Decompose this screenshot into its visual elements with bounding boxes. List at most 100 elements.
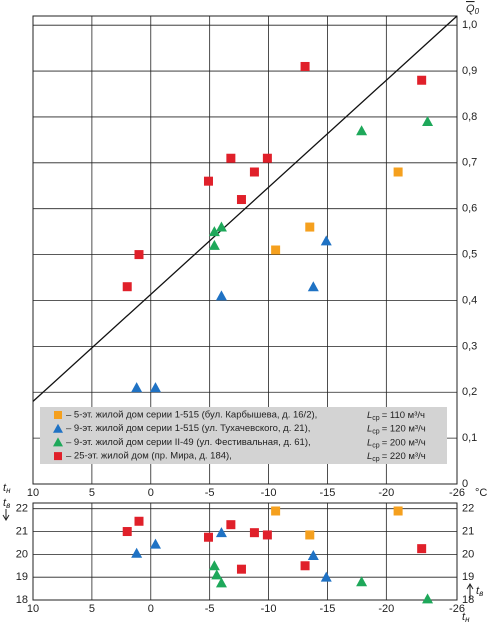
airflow-value: = 120 м³/ч [382,423,426,434]
y-tick-label: 20 [462,548,474,560]
legend-airflow: Lср = 120 м³/ч [367,423,426,435]
marker [215,290,227,301]
y-label-main: Q [466,3,475,15]
marker [134,250,144,260]
legend-label: – 9-эт. жилой дом серии II-49 (ул. Фести… [66,437,311,448]
legend-entry: – 5-эт. жилой дом серии 1-515 (бул. Карб… [54,410,425,422]
marker [249,528,259,538]
airflow-value: = 200 м³/ч [382,437,426,448]
marker [300,61,310,71]
y-axis-label: tв [476,585,483,598]
marker [122,527,132,537]
marker [236,564,246,574]
marker [393,167,403,177]
plot-frame [32,502,458,601]
x-axis-label: tн [462,611,470,624]
y-axis-label-sub: в [6,501,10,510]
legend-marker [53,437,63,447]
marker [149,382,161,393]
marker [320,235,332,246]
marker [422,116,434,127]
airflow-sub: ср [372,415,380,422]
airflow-symbol: L [367,451,372,462]
marker [271,245,281,255]
marker [208,226,220,237]
marker [203,176,213,186]
marker [203,532,213,542]
airflow-sub: ср [372,456,380,463]
marker [271,506,281,516]
legend-airflow: Lср = 200 м³/ч [367,437,426,449]
x-tick-label: 10 [27,487,39,499]
airflow-symbol: L [367,437,372,448]
y-tick-label: 0,8 [462,111,477,123]
x-tick-label: -15 [319,603,335,615]
legend-marker [54,411,62,419]
marker [215,527,227,538]
legend-entry: – 9-эт. жилой дом серии 1-515 (ул. Тухач… [53,423,426,436]
y-tick-label: 0,3 [462,340,477,352]
marker [249,167,259,177]
y-tick-label: 22 [462,503,474,515]
marker [393,506,403,516]
marker [122,282,132,292]
airflow-sub: ср [372,442,380,449]
marker [300,561,310,571]
marker [211,569,223,580]
airflow-symbol: L [367,410,372,421]
legend-box [40,407,447,464]
marker [320,571,332,582]
x-tick-label: -26 [449,603,465,615]
marker [422,593,434,604]
marker [131,547,143,558]
y-tick-label: 0,7 [462,157,477,169]
y-axis-label: Q0 [466,3,480,16]
legend-label: – 5-эт. жилой дом серии 1-515 (бул. Карб… [66,410,317,421]
legend-marker [54,452,62,461]
marker [305,530,315,540]
y-tick-label: 19 [16,571,28,583]
marker [131,382,143,393]
marker [307,281,319,292]
marker [356,125,368,136]
marker [356,576,368,587]
x-tick-label: -5 [205,487,215,499]
x-axis-label-sub: н [465,615,470,624]
y-tick-label: 0,4 [462,294,477,306]
y-label-sub: 0 [475,7,480,16]
y-axis-label-main: t [476,585,480,597]
x-tick-label: -5 [205,603,215,615]
y-axis-label: tв [3,497,10,510]
x-unit: °C [475,487,487,499]
y-tick-label: 21 [462,525,474,537]
legend-label: – 25-эт. жилой дом (пр. Мира, д. 184), [66,451,232,462]
marker [417,75,427,85]
airflow-sub: ср [372,429,380,436]
arrow [466,583,474,600]
marker [208,239,220,250]
y-tick-label: 19 [462,571,474,583]
y-tick-label: 0,1 [462,432,477,444]
y-tick-label: 21 [16,525,28,537]
marker [226,520,236,530]
x-tick-label: 10 [27,603,39,615]
legend-label: – 9-эт. жилой дом серии 1-515 (ул. Тухач… [66,423,310,434]
y-tick-label: 1,0 [462,19,477,31]
legend-marker [53,423,63,433]
x-tick-label: -26 [449,487,465,499]
marker [236,195,246,205]
marker [226,153,236,163]
reference-line [32,15,458,402]
marker [134,516,144,526]
marker [305,222,315,232]
legend-airflow: Lср = 110 м³/ч [367,410,425,422]
legend-airflow: Lср = 220 м³/ч [367,451,426,463]
airflow-value: = 220 м³/ч [382,451,426,462]
y-axis-label-sub: в [479,589,483,598]
airflow-symbol: L [367,423,372,434]
x-tick-label: 5 [89,487,95,499]
marker [307,549,319,560]
marker [208,560,220,571]
airflow-value: = 110 м³/ч [382,410,425,421]
